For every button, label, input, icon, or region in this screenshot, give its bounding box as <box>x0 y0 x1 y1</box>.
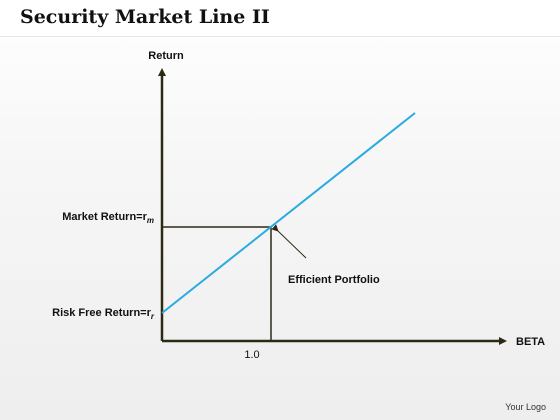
market-return-label: Market Return=r <box>62 211 147 223</box>
beta-tick-label: 1.0 <box>244 349 259 361</box>
risk-free-subscript: r <box>151 312 155 321</box>
efficient-portfolio-label: Efficient Portfolio <box>288 274 380 286</box>
title-band <box>0 0 560 36</box>
y-axis-label: Return <box>148 50 184 62</box>
footer-logo-text: Your Logo <box>505 402 546 412</box>
title-divider <box>0 36 560 37</box>
risk-free-label-group: Risk Free Return=rr <box>52 307 155 321</box>
risk-free-label: Risk Free Return=r <box>52 307 151 319</box>
page-title: Security Market Line II <box>20 6 270 28</box>
market-return-subscript: m <box>147 216 154 225</box>
efficient-portfolio-pointer <box>271 224 307 259</box>
security-market-line <box>161 112 416 314</box>
x-axis-label: BETA <box>516 336 545 348</box>
market-return-label-group: Market Return=rm <box>62 211 154 225</box>
